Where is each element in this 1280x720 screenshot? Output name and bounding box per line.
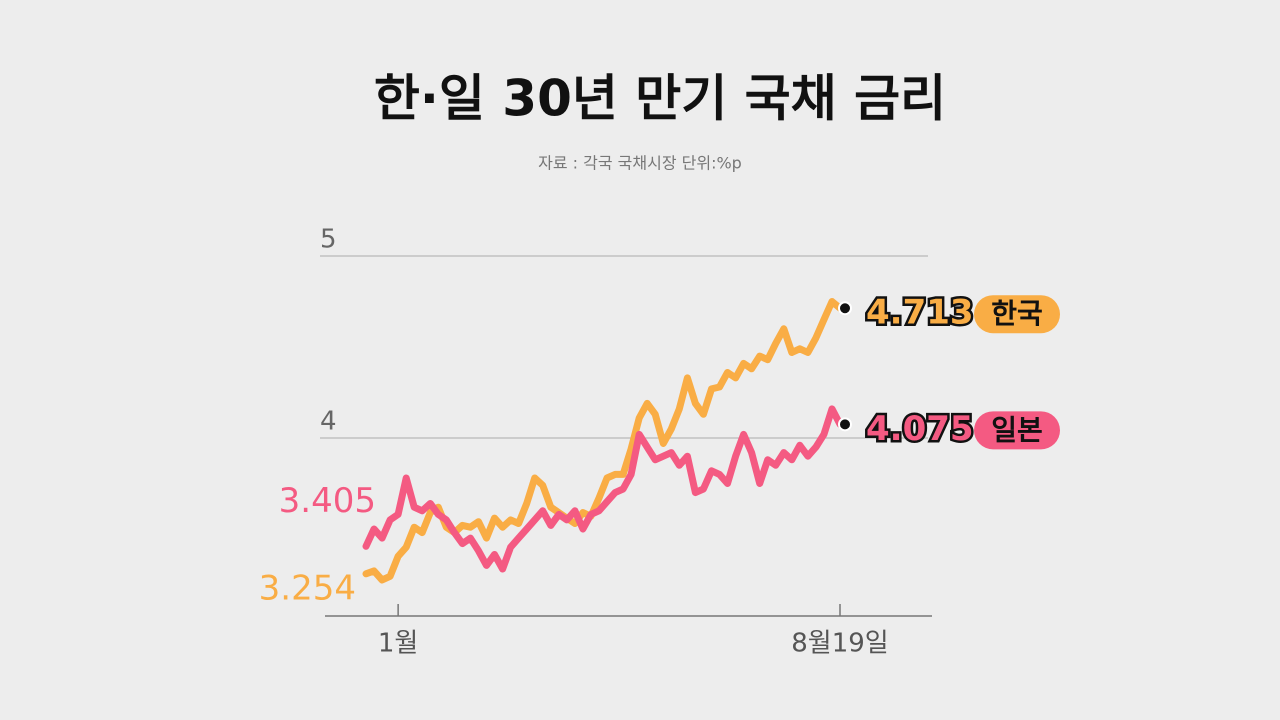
end-dot: [838, 417, 852, 432]
y-tick-label: 4: [320, 407, 337, 437]
x-tick-label: 8월19일: [791, 629, 888, 659]
end-dot: [838, 301, 852, 316]
series-line: [362, 405, 844, 573]
legend-label: 한국: [991, 297, 1043, 330]
legend-pill: [974, 295, 1060, 334]
series-line: [362, 298, 844, 584]
end-value-label: 4.075: [866, 409, 974, 449]
start-value-label: 3.254: [259, 568, 356, 608]
legend-pill: [974, 411, 1060, 450]
legend-label: 일본: [991, 413, 1043, 446]
end-value-label: 4.713: [866, 293, 974, 333]
y-tick-label: 5: [320, 225, 337, 255]
start-value-label: 3.405: [279, 481, 376, 521]
chart-title: 한·일 30년 만기 국채 금리: [374, 70, 946, 128]
chart-subtitle: 자료 : 각국 국채시장 단위:%p: [538, 154, 742, 173]
x-tick-label: 1월: [378, 629, 418, 659]
